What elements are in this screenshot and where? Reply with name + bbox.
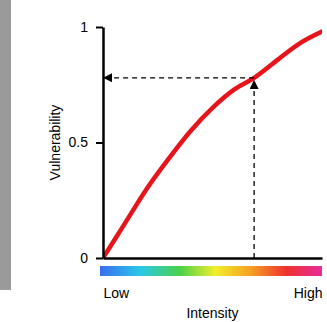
- y-axis: 00.51: [69, 19, 104, 266]
- y-tick: 0.5: [69, 134, 103, 150]
- intensity-colorbar: [100, 266, 322, 276]
- y-tick: 1: [80, 19, 103, 35]
- reference-horizontal-arrow: [104, 77, 254, 78]
- y-tick-mark: [96, 258, 103, 260]
- y-tick-label: 0.5: [69, 134, 89, 150]
- y-tick: 0: [80, 250, 103, 266]
- x-axis: Low High: [104, 258, 323, 301]
- y-tick-label: 1: [80, 19, 88, 35]
- y-axis-title: Vulnerability: [47, 105, 63, 181]
- x-tick-label: Low: [104, 285, 131, 301]
- x-tick: High: [294, 258, 323, 301]
- x-axis-title: Intensity: [186, 305, 238, 321]
- image-strip: [0, 0, 11, 290]
- y-tick-label: 0: [80, 250, 88, 266]
- y-tick-mark: [96, 27, 103, 29]
- chart: 00.51LowHighIntensityVulnerability: [0, 0, 327, 322]
- reference-vertical-arrow: [253, 81, 254, 258]
- y-tick-mark: [96, 142, 103, 144]
- vulnerability-curve: [103, 32, 322, 258]
- plot-area: [103, 32, 322, 258]
- x-tick-label: High: [294, 285, 323, 301]
- x-axis-line: [104, 257, 323, 260]
- x-tick: Low: [104, 258, 131, 301]
